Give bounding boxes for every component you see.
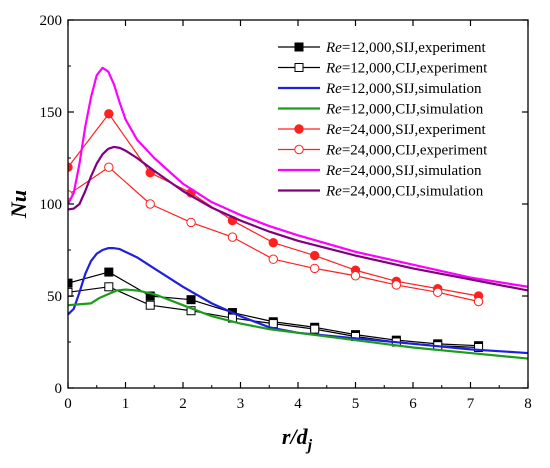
data-point xyxy=(473,296,484,307)
y-tick-label: 150 xyxy=(40,105,63,121)
legend-label: Re=12,000,CIJ,experiment xyxy=(325,61,488,77)
data-point xyxy=(294,144,304,155)
data-point xyxy=(310,324,320,334)
x-tick-label: 0 xyxy=(64,396,72,412)
legend-item: Re=12,000,CIJ,simulation xyxy=(278,102,484,118)
legend-item: Re=12,000,SIJ,simulation xyxy=(278,81,482,97)
data-point xyxy=(309,263,320,274)
legend-label: Re=24,000,SIJ,simulation xyxy=(325,163,482,179)
data-point xyxy=(145,291,155,301)
y-tick-label: 100 xyxy=(40,197,63,213)
data-point xyxy=(294,124,304,134)
series-line xyxy=(68,66,528,288)
legend-item: Re=12,000,SIJ,experiment xyxy=(278,40,487,56)
y-axis-title: Nu xyxy=(6,190,31,219)
data-point xyxy=(104,282,114,292)
legend-label: Re=12,000,SIJ,simulation xyxy=(325,81,482,97)
data-point xyxy=(294,42,304,52)
legend-item: Re=12,000,CIJ,experiment xyxy=(278,61,488,77)
legend-label: Re=24,000,SIJ,experiment xyxy=(325,122,487,138)
data-point xyxy=(186,217,196,228)
legend-label: Re=12,000,CIJ,simulation xyxy=(325,102,484,118)
data-point xyxy=(145,199,155,209)
data-point xyxy=(68,162,73,172)
legend-item: Re=24,000,CIJ,experiment xyxy=(278,143,488,159)
x-tick-label: 2 xyxy=(179,396,187,412)
series-re-24-000-cij-experiment xyxy=(68,162,484,307)
y-tick-label: 200 xyxy=(40,13,63,29)
x-tick-label: 3 xyxy=(237,396,245,412)
data-point xyxy=(145,300,155,310)
legend-label: Re=12,000,SIJ,experiment xyxy=(325,40,487,56)
series-re-12-000-cij-simulation xyxy=(68,288,528,360)
data-point xyxy=(104,109,114,119)
data-point xyxy=(104,267,114,277)
legend-item: Re=24,000,CIJ,simulation xyxy=(278,184,484,200)
series-re-24-000-cij-simulation xyxy=(68,145,528,292)
data-point xyxy=(268,237,278,248)
legend-label: Re=24,000,CIJ,simulation xyxy=(325,184,484,200)
x-tick-label: 7 xyxy=(467,396,475,412)
series-re-24-000-sij-simulation xyxy=(68,66,528,288)
data-point xyxy=(104,162,114,172)
legend-label: Re=24,000,CIJ,experiment xyxy=(325,143,488,159)
legend-item: Re=24,000,SIJ,simulation xyxy=(278,163,482,179)
data-point xyxy=(474,343,484,353)
data-point xyxy=(68,278,73,288)
x-tick-label: 4 xyxy=(294,396,302,412)
x-tick-label: 8 xyxy=(524,396,532,412)
data-point xyxy=(391,280,402,290)
x-tick-label: 1 xyxy=(122,396,130,412)
y-tick-label: 0 xyxy=(55,381,63,397)
data-point xyxy=(268,254,278,264)
data-point xyxy=(227,232,238,242)
series-line xyxy=(68,288,528,360)
data-point xyxy=(186,295,196,305)
data-point xyxy=(294,63,304,72)
legend-item: Re=24,000,SIJ,experiment xyxy=(278,122,487,138)
data-point xyxy=(433,287,443,298)
x-tick-label: 5 xyxy=(352,396,360,412)
y-tick-label: 50 xyxy=(47,289,62,305)
data-point xyxy=(68,287,73,297)
data-point xyxy=(350,271,361,281)
x-tick-label: 6 xyxy=(409,396,417,412)
data-point xyxy=(309,250,320,261)
series-line xyxy=(68,145,528,292)
